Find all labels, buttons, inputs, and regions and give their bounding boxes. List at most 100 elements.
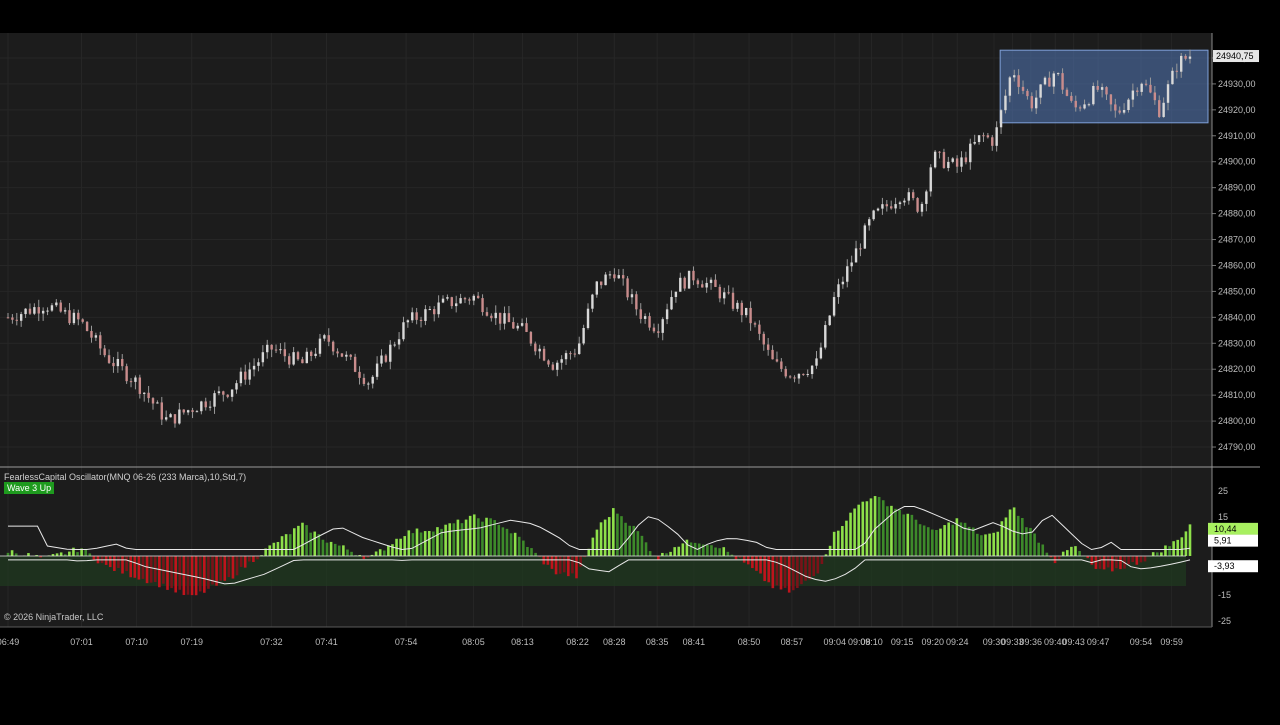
candle-body (358, 372, 360, 378)
candle-body (1154, 92, 1156, 100)
histogram-bar (649, 551, 652, 556)
candle-body (165, 417, 167, 419)
histogram-bar (109, 556, 112, 567)
price-tick-label: 24850,00 (1218, 286, 1256, 296)
candle-body (534, 344, 536, 352)
candle-body (648, 316, 650, 327)
candle-body (934, 152, 936, 168)
candle-body (1136, 91, 1138, 92)
candle-body (95, 335, 97, 337)
histogram-bar (641, 536, 644, 556)
candle-body (332, 342, 334, 352)
histogram-bar (927, 527, 930, 556)
candle-body (253, 366, 255, 370)
x-tick-label: 08:50 (738, 637, 761, 647)
candle-body (477, 296, 479, 298)
candle-body (86, 322, 88, 331)
candle-body (139, 377, 141, 393)
candle-body (1092, 86, 1094, 104)
histogram-bar (996, 532, 999, 556)
histogram-bar (1070, 547, 1073, 556)
histogram-bar (268, 545, 271, 556)
candle-body (938, 152, 940, 153)
candle-body (90, 331, 92, 338)
candle-body (16, 320, 18, 321)
candle-body (1035, 98, 1037, 109)
candle-body (973, 142, 975, 144)
candle-body (798, 374, 800, 379)
histogram-bar (457, 520, 460, 556)
price-tick-label: 24880,00 (1218, 209, 1256, 219)
x-tick-label: 08:41 (683, 637, 706, 647)
histogram-bar (984, 534, 987, 556)
candle-body (1039, 84, 1041, 97)
candle-body (411, 312, 413, 320)
candle-body (1009, 77, 1011, 95)
histogram-bar (448, 523, 451, 556)
histogram-bar (751, 556, 754, 568)
histogram-bar (203, 556, 206, 593)
x-tick-label: 09:36 (1020, 637, 1043, 647)
histogram-bar (911, 515, 914, 556)
candle-body (209, 407, 211, 408)
candle-body (73, 313, 75, 323)
price-tick-label: 24890,00 (1218, 183, 1256, 193)
histogram-bar (645, 542, 648, 556)
histogram-bar (792, 556, 795, 590)
histogram-bar (489, 518, 492, 556)
candle-body (46, 311, 48, 312)
candle-body (481, 298, 483, 312)
candle-body (257, 362, 259, 366)
histogram-bar (166, 556, 169, 590)
histogram-bar (522, 541, 525, 556)
candle-body (103, 348, 105, 355)
histogram-bar (669, 552, 672, 556)
candle-body (631, 294, 633, 297)
histogram-bar (874, 496, 877, 556)
candle-body (81, 319, 83, 321)
candle-body (367, 384, 369, 385)
histogram-bar (326, 543, 329, 556)
candle-body (68, 310, 70, 323)
candle-body (864, 225, 866, 248)
candle-body (714, 280, 716, 287)
price-tick-label: 24840,00 (1218, 312, 1256, 322)
histogram-bar (1099, 556, 1102, 569)
histogram-bar (174, 556, 177, 592)
x-tick-label: 09:04 (824, 637, 847, 647)
candle-body (350, 355, 352, 357)
histogram-bar (318, 534, 321, 556)
candle-body (525, 323, 527, 332)
candle-body (42, 311, 44, 314)
histogram-bar (416, 529, 419, 556)
candle-body (618, 275, 620, 278)
histogram-bar (665, 553, 668, 556)
candle-body (464, 298, 466, 299)
candle-body (415, 312, 417, 320)
candle-body (600, 281, 602, 285)
candle-body (354, 357, 356, 372)
histogram-bar (330, 542, 333, 556)
histogram-bar (113, 556, 116, 571)
histogram-bar (342, 545, 345, 556)
candle-body (591, 295, 593, 309)
candle-body (306, 352, 308, 363)
candle-body (719, 287, 721, 298)
histogram-bar (497, 525, 500, 556)
histogram-bar (228, 556, 231, 577)
candle-body (1127, 100, 1129, 110)
candle-body (785, 369, 787, 376)
candle-body (569, 353, 571, 354)
price-tick-label: 24920,00 (1218, 105, 1256, 115)
histogram-bar (682, 543, 685, 556)
candle-body (1057, 73, 1059, 74)
histogram-bar (1160, 552, 1163, 556)
candle-body (29, 309, 31, 314)
x-tick-label: 08:22 (566, 637, 589, 647)
candle-body (240, 372, 242, 384)
histogram-bar (403, 536, 406, 556)
candle-body (872, 210, 874, 219)
candle-body (60, 303, 62, 312)
histogram-bar (1005, 517, 1008, 556)
